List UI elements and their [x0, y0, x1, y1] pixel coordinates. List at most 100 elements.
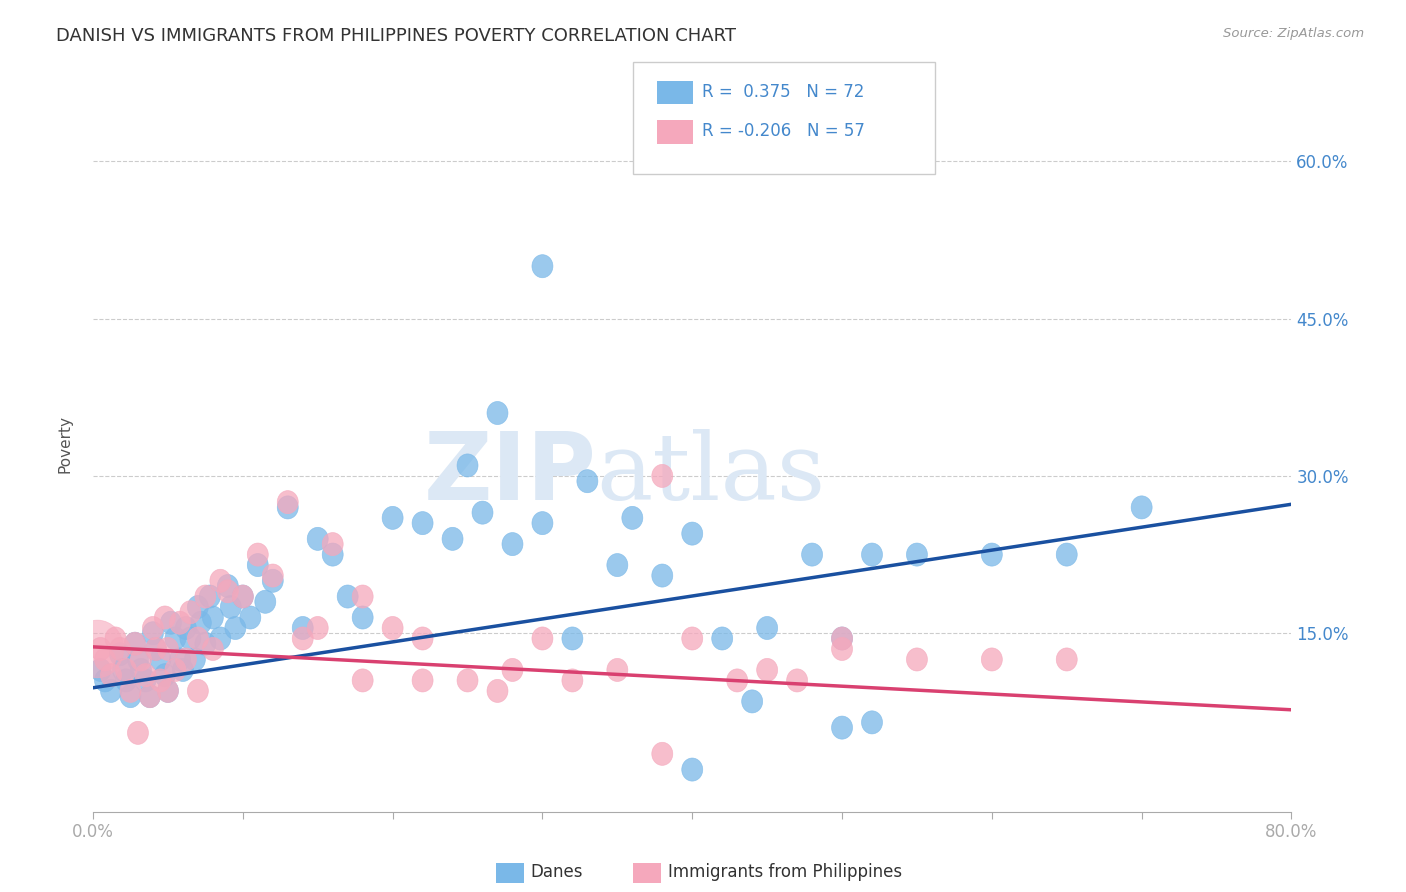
Ellipse shape	[562, 669, 583, 692]
Ellipse shape	[131, 658, 152, 681]
Ellipse shape	[862, 543, 883, 566]
Ellipse shape	[110, 642, 131, 665]
Ellipse shape	[682, 758, 703, 781]
Ellipse shape	[486, 680, 508, 703]
Ellipse shape	[169, 648, 190, 671]
Ellipse shape	[157, 680, 179, 703]
Ellipse shape	[142, 616, 163, 640]
Ellipse shape	[801, 543, 823, 566]
Ellipse shape	[125, 632, 145, 656]
Ellipse shape	[531, 512, 553, 534]
Ellipse shape	[756, 658, 778, 681]
Ellipse shape	[176, 648, 197, 671]
Ellipse shape	[145, 638, 166, 660]
Ellipse shape	[110, 638, 131, 660]
Ellipse shape	[308, 527, 328, 550]
Ellipse shape	[382, 507, 404, 530]
Text: Source: ZipAtlas.com: Source: ZipAtlas.com	[1223, 27, 1364, 40]
Ellipse shape	[90, 638, 111, 660]
Ellipse shape	[190, 611, 211, 634]
Ellipse shape	[240, 606, 260, 629]
Ellipse shape	[165, 658, 186, 681]
Ellipse shape	[907, 543, 928, 566]
Ellipse shape	[165, 627, 186, 650]
Ellipse shape	[72, 620, 124, 678]
Ellipse shape	[142, 622, 163, 645]
Ellipse shape	[105, 627, 127, 650]
Ellipse shape	[195, 585, 217, 608]
Text: Immigrants from Philippines: Immigrants from Philippines	[668, 863, 903, 881]
Ellipse shape	[145, 638, 166, 660]
Ellipse shape	[412, 512, 433, 534]
Ellipse shape	[831, 627, 852, 650]
Ellipse shape	[180, 600, 201, 624]
Ellipse shape	[155, 664, 176, 687]
Text: R = -0.206   N = 57: R = -0.206 N = 57	[702, 122, 865, 140]
Ellipse shape	[120, 680, 141, 703]
Ellipse shape	[254, 591, 276, 614]
Ellipse shape	[115, 658, 136, 681]
Ellipse shape	[308, 616, 328, 640]
Ellipse shape	[247, 543, 269, 566]
Ellipse shape	[100, 680, 121, 703]
Ellipse shape	[292, 616, 314, 640]
Ellipse shape	[277, 491, 298, 514]
Ellipse shape	[862, 711, 883, 734]
Ellipse shape	[786, 669, 807, 692]
Ellipse shape	[652, 465, 672, 487]
Ellipse shape	[322, 533, 343, 556]
Ellipse shape	[607, 658, 628, 681]
Ellipse shape	[176, 616, 197, 640]
Ellipse shape	[209, 627, 231, 650]
Ellipse shape	[187, 680, 208, 703]
Ellipse shape	[576, 470, 598, 492]
Ellipse shape	[682, 522, 703, 545]
Ellipse shape	[1056, 648, 1077, 671]
Ellipse shape	[457, 454, 478, 477]
Ellipse shape	[120, 685, 141, 707]
Ellipse shape	[756, 616, 778, 640]
Ellipse shape	[180, 627, 201, 650]
Ellipse shape	[150, 648, 172, 671]
Ellipse shape	[531, 255, 553, 277]
Ellipse shape	[562, 627, 583, 650]
Ellipse shape	[831, 716, 852, 739]
Ellipse shape	[218, 574, 239, 598]
Ellipse shape	[232, 585, 253, 608]
Ellipse shape	[90, 658, 111, 681]
Text: ZIP: ZIP	[423, 428, 596, 520]
Ellipse shape	[621, 507, 643, 530]
Ellipse shape	[457, 669, 478, 692]
Ellipse shape	[202, 606, 224, 629]
Ellipse shape	[352, 669, 373, 692]
Ellipse shape	[209, 569, 231, 592]
Ellipse shape	[184, 648, 205, 671]
Ellipse shape	[322, 543, 343, 566]
Ellipse shape	[831, 627, 852, 650]
Text: DANISH VS IMMIGRANTS FROM PHILIPPINES POVERTY CORRELATION CHART: DANISH VS IMMIGRANTS FROM PHILIPPINES PO…	[56, 27, 737, 45]
Ellipse shape	[337, 585, 359, 608]
Ellipse shape	[486, 401, 508, 425]
Text: atlas: atlas	[596, 429, 825, 519]
Ellipse shape	[157, 680, 179, 703]
Ellipse shape	[221, 596, 242, 618]
Ellipse shape	[981, 648, 1002, 671]
Ellipse shape	[94, 669, 115, 692]
Ellipse shape	[157, 638, 179, 660]
Ellipse shape	[187, 596, 208, 618]
Text: Danes: Danes	[530, 863, 582, 881]
Ellipse shape	[652, 564, 672, 587]
Ellipse shape	[352, 585, 373, 608]
Ellipse shape	[139, 685, 160, 707]
Ellipse shape	[225, 616, 246, 640]
Ellipse shape	[907, 648, 928, 671]
Y-axis label: Poverty: Poverty	[58, 416, 72, 474]
Ellipse shape	[195, 632, 217, 656]
Ellipse shape	[277, 496, 298, 519]
Ellipse shape	[173, 658, 194, 681]
Ellipse shape	[135, 669, 156, 692]
Ellipse shape	[1056, 543, 1077, 566]
Ellipse shape	[150, 669, 172, 692]
Ellipse shape	[502, 658, 523, 681]
Ellipse shape	[169, 611, 190, 634]
